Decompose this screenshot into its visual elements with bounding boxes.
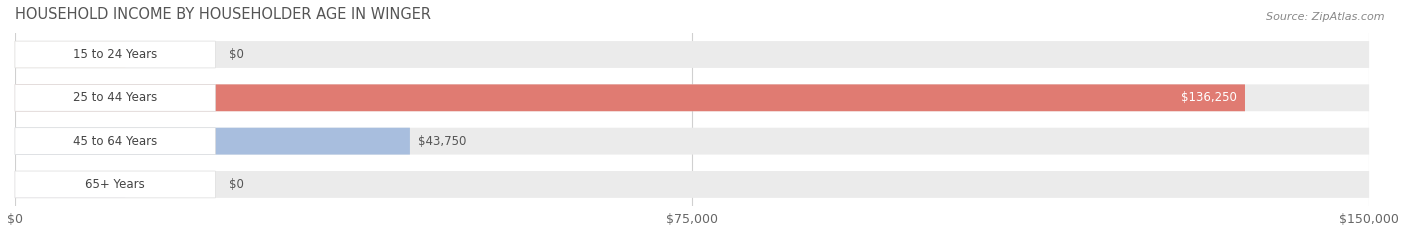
FancyBboxPatch shape xyxy=(15,41,125,68)
Text: 15 to 24 Years: 15 to 24 Years xyxy=(73,48,157,61)
FancyBboxPatch shape xyxy=(15,128,411,154)
Text: $0: $0 xyxy=(229,178,243,191)
FancyBboxPatch shape xyxy=(15,84,1244,111)
FancyBboxPatch shape xyxy=(15,128,215,154)
FancyBboxPatch shape xyxy=(15,171,125,198)
Text: 65+ Years: 65+ Years xyxy=(86,178,145,191)
FancyBboxPatch shape xyxy=(15,41,215,68)
Text: HOUSEHOLD INCOME BY HOUSEHOLDER AGE IN WINGER: HOUSEHOLD INCOME BY HOUSEHOLDER AGE IN W… xyxy=(15,7,432,22)
Text: 25 to 44 Years: 25 to 44 Years xyxy=(73,91,157,104)
FancyBboxPatch shape xyxy=(15,128,1369,154)
FancyBboxPatch shape xyxy=(15,171,1369,198)
Text: 45 to 64 Years: 45 to 64 Years xyxy=(73,135,157,148)
Text: $136,250: $136,250 xyxy=(1181,91,1237,104)
FancyBboxPatch shape xyxy=(15,84,215,111)
FancyBboxPatch shape xyxy=(15,84,1369,111)
Text: $43,750: $43,750 xyxy=(418,135,467,148)
FancyBboxPatch shape xyxy=(15,41,1369,68)
FancyBboxPatch shape xyxy=(15,171,215,198)
Text: Source: ZipAtlas.com: Source: ZipAtlas.com xyxy=(1267,12,1385,22)
Text: $0: $0 xyxy=(229,48,243,61)
